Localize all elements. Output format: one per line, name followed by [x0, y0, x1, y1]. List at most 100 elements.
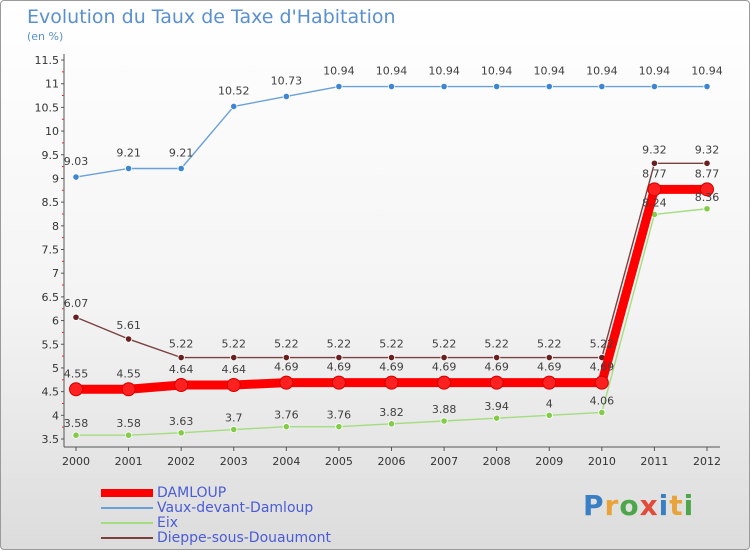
data-label-dieppe-sous-douaumont: 5.22: [327, 338, 352, 351]
data-point-vaux-devant-damloup: [650, 82, 659, 91]
y-tick-label: 8.5: [42, 196, 60, 209]
data-label-eix: 3.58: [64, 417, 89, 430]
data-point-vaux-devant-damloup: [387, 82, 396, 91]
data-label-vaux-devant-damloup: 10.94: [691, 65, 723, 78]
data-point-damloup: [174, 377, 189, 392]
data-point-dieppe-sous-douaumont: [72, 313, 80, 321]
data-point-dieppe-sous-douaumont: [177, 353, 185, 362]
data-point-eix: [545, 411, 553, 419]
x-tick-label: 2006: [378, 455, 406, 468]
legend-swatch-vaux-devant-damloup: [101, 507, 153, 509]
data-label-dieppe-sous-douaumont: 5.22: [222, 338, 247, 351]
data-label-damloup: 8.77: [642, 167, 667, 180]
data-label-vaux-devant-damloup: 9.21: [116, 146, 141, 159]
data-label-eix: 3.76: [327, 409, 352, 422]
data-point-vaux-devant-damloup: [230, 102, 238, 111]
data-label-eix: 3.63: [169, 415, 194, 428]
data-point-damloup: [437, 375, 452, 390]
data-label-eix: 3.94: [484, 400, 509, 413]
data-point-dieppe-sous-douaumont: [493, 353, 501, 362]
data-point-eix: [230, 425, 238, 434]
data-label-vaux-devant-damloup: 10.73: [271, 74, 303, 87]
data-point-vaux-devant-damloup: [124, 164, 133, 173]
data-label-vaux-devant-damloup: 9.21: [169, 146, 194, 159]
data-point-dieppe-sous-douaumont: [282, 353, 290, 362]
y-tick-label: 5: [52, 362, 59, 375]
data-label-eix: 3.7: [225, 412, 243, 425]
data-point-vaux-devant-damloup: [177, 164, 185, 173]
data-label-vaux-devant-damloup: 10.94: [376, 65, 408, 78]
data-label-dieppe-sous-douaumont: 5.22: [432, 338, 457, 351]
data-point-damloup: [331, 375, 346, 390]
data-label-dieppe-sous-douaumont: 5.22: [590, 338, 615, 351]
data-label-vaux-devant-damloup: 10.94: [428, 65, 460, 78]
data-label-damloup: 4.69: [537, 361, 562, 374]
data-label-damloup: 8.77: [695, 167, 720, 180]
data-point-dieppe-sous-douaumont: [703, 159, 711, 167]
data-label-dieppe-sous-douaumont: 9.32: [642, 143, 667, 156]
x-tick-label: 2000: [62, 455, 90, 468]
x-tick-label: 2004: [272, 455, 300, 468]
y-tick-label: 7: [52, 267, 59, 280]
data-label-damloup: 4.69: [274, 361, 299, 374]
data-label-damloup: 4.64: [169, 363, 194, 376]
legend-label-vaux-devant-damloup: Vaux-devant-Damloup: [157, 500, 314, 516]
x-tick-label: 2003: [220, 455, 248, 468]
data-point-vaux-devant-damloup: [440, 82, 448, 91]
legend-item-damloup: DAMLOUP: [101, 485, 401, 501]
x-tick-label: 2007: [430, 455, 458, 468]
legend-swatch-dieppe-sous-douaumont: [101, 537, 153, 539]
x-tick-label: 2001: [115, 455, 143, 468]
data-point-vaux-devant-damloup: [493, 82, 501, 91]
data-point-damloup: [647, 182, 662, 197]
data-point-vaux-devant-damloup: [703, 82, 711, 91]
series-line-vaux-devant-damloup: [75, 85, 707, 178]
data-label-dieppe-sous-douaumont: 9.32: [695, 143, 720, 156]
legend-swatch-eix: [101, 522, 153, 524]
data-label-damloup: 4.55: [64, 367, 89, 380]
data-point-damloup: [700, 182, 714, 197]
y-tick-label: 10: [45, 125, 59, 138]
data-label-dieppe-sous-douaumont: 5.22: [274, 338, 299, 351]
legend-item-vaux-devant-damloup: Vaux-devant-Damloup: [101, 500, 401, 516]
data-label-dieppe-sous-douaumont: 5.22: [537, 338, 562, 351]
data-point-vaux-devant-damloup: [335, 82, 343, 91]
y-tick-label: 11: [45, 78, 59, 91]
data-point-dieppe-sous-douaumont: [335, 353, 343, 362]
data-point-damloup: [594, 375, 609, 390]
data-label-damloup: 4.69: [379, 361, 404, 374]
y-tick-label: 7.5: [42, 244, 60, 257]
chart-unit-label: (en %): [27, 30, 64, 43]
data-label-damloup: 4.64: [222, 363, 247, 376]
data-label-damloup: 4.69: [432, 361, 457, 374]
data-point-eix: [124, 431, 133, 439]
data-point-eix: [598, 408, 606, 417]
x-tick-label: 2008: [483, 455, 511, 468]
data-label-eix: 8.24: [642, 196, 667, 209]
data-label-eix: 4: [546, 397, 553, 410]
proxiti-logo: Proxiti: [583, 489, 695, 522]
data-label-damloup: 4.69: [327, 361, 352, 374]
x-tick-label: 2011: [640, 455, 668, 468]
x-tick-label: 2010: [588, 455, 616, 468]
data-point-dieppe-sous-douaumont: [545, 353, 553, 362]
data-label-vaux-devant-damloup: 10.94: [481, 65, 513, 78]
data-point-damloup: [226, 377, 241, 392]
legend-label-dieppe-sous-douaumont: Dieppe-sous-Douaumont: [157, 530, 332, 546]
y-tick-label: 8: [52, 220, 59, 233]
data-point-vaux-devant-damloup: [598, 82, 606, 91]
data-label-eix: 3.88: [432, 403, 457, 416]
x-tick-label: 2009: [535, 455, 563, 468]
legend-item-dieppe-sous-douaumont: Dieppe-sous-Douaumont: [101, 530, 401, 546]
y-tick-label: 5.5: [42, 338, 60, 351]
y-tick-label: 11.5: [35, 54, 60, 67]
data-point-damloup: [121, 382, 136, 397]
data-point-eix: [72, 431, 80, 439]
data-label-dieppe-sous-douaumont: 5.22: [169, 338, 194, 351]
data-label-dieppe-sous-douaumont: 5.22: [379, 338, 404, 351]
data-label-vaux-devant-damloup: 10.94: [586, 65, 618, 78]
legend-label-damloup: DAMLOUP: [157, 485, 227, 501]
data-point-damloup: [279, 375, 294, 390]
